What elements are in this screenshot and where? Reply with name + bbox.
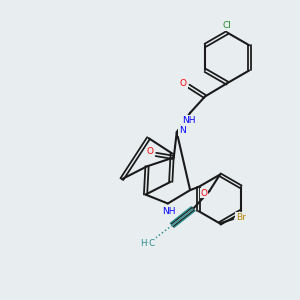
Text: NH: NH [182, 116, 195, 125]
Text: Br: Br [236, 213, 246, 222]
Text: O: O [201, 189, 208, 198]
Text: H·C: H·C [140, 239, 155, 248]
Text: O: O [180, 79, 187, 88]
Text: NH: NH [163, 207, 176, 216]
Text: N: N [179, 126, 185, 135]
Text: O: O [146, 147, 154, 156]
Text: Cl: Cl [223, 21, 232, 30]
